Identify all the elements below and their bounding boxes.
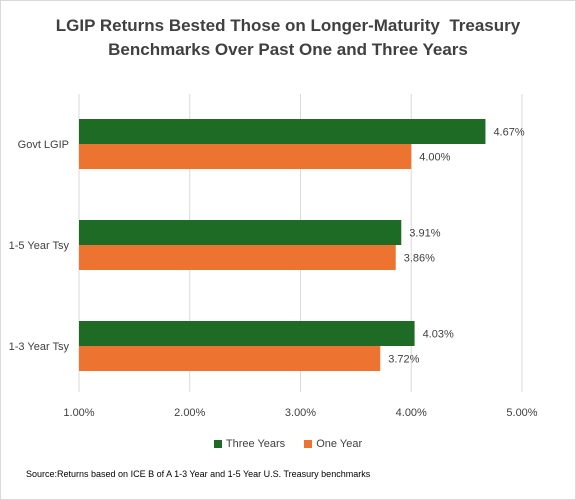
source-note: Source:Returns based on ICE B of A 1-3 Y… xyxy=(26,469,371,479)
chart-title-line-1: LGIP Returns Bested Those on Longer-Matu… xyxy=(55,16,521,35)
bar-three-years xyxy=(79,220,402,245)
bar-three-years xyxy=(79,321,415,346)
bar-one-year xyxy=(79,144,412,169)
legend: Three Years One Year xyxy=(0,438,576,450)
category-label: 1-5 Year Tsy xyxy=(9,240,70,252)
data-label: 4.67% xyxy=(493,127,524,139)
chart-title-line-2: Benchmarks Over Past One and Three Years xyxy=(108,40,468,59)
data-label: 3.86% xyxy=(404,253,435,265)
data-label: 3.72% xyxy=(388,354,419,366)
legend-label-one-year: One Year xyxy=(316,438,363,450)
x-tick-label: 4.00% xyxy=(396,407,427,419)
x-tick-label: 1.00% xyxy=(63,407,94,419)
legend-item-three-years: Three Years xyxy=(213,438,286,450)
legend-swatch-three-years xyxy=(213,440,222,449)
x-tick-label: 2.00% xyxy=(174,407,205,419)
data-label: 3.91% xyxy=(409,228,440,240)
x-tick-label: 3.00% xyxy=(285,407,316,419)
x-tick-label: 5.00% xyxy=(506,407,537,419)
legend-label-three-years: Three Years xyxy=(225,438,286,450)
bar-one-year xyxy=(79,245,396,270)
category-label: 1-3 Year Tsy xyxy=(9,341,70,353)
legend-swatch-one-year xyxy=(304,440,313,449)
data-label: 4.00% xyxy=(419,152,450,164)
bar-one-year xyxy=(79,346,381,371)
category-label: Govt LGIP xyxy=(18,139,69,151)
data-label: 4.03% xyxy=(423,329,454,341)
bar-three-years xyxy=(79,119,486,144)
legend-item-one-year: One Year xyxy=(304,438,362,450)
chart-title: LGIP Returns Bested Those on Longer-Matu… xyxy=(0,14,576,62)
